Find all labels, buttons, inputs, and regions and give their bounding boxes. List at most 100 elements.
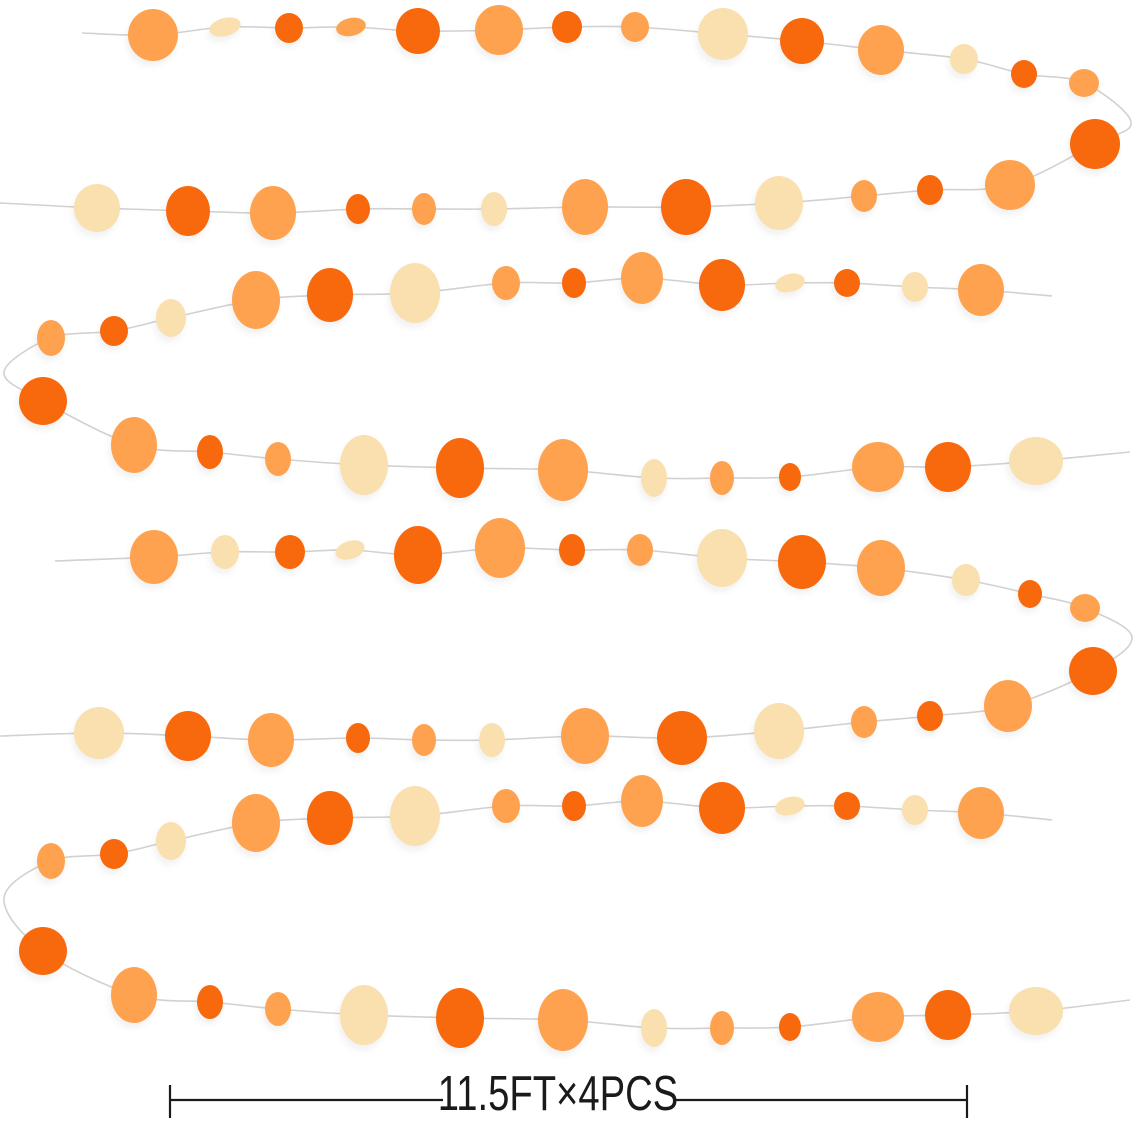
- garland-circle: [958, 264, 1004, 316]
- strand-1: [0, 5, 1132, 245]
- garland-circle: [562, 791, 586, 821]
- garland-circle: [1011, 60, 1037, 88]
- garland-circle: [755, 176, 803, 230]
- garland-circle: [851, 180, 877, 212]
- garland-circle: [834, 792, 860, 820]
- garland-circle: [858, 25, 904, 75]
- garland-circle: [559, 534, 585, 566]
- garland-circle: [209, 17, 241, 37]
- garland-circle: [475, 5, 523, 55]
- garland-circle: [130, 530, 178, 584]
- garland-circle: [754, 703, 804, 759]
- garland-circle: [390, 786, 440, 846]
- garland-circle: [621, 775, 663, 827]
- garland-circle: [952, 564, 980, 596]
- garland-circle: [37, 843, 65, 879]
- garland-circle: [538, 439, 588, 501]
- garland-circle: [100, 839, 128, 869]
- garland-circle: [390, 263, 440, 323]
- garland-circle: [697, 529, 747, 587]
- strand-2: [3, 252, 1131, 506]
- strand-4: [3, 775, 1131, 1056]
- garland-circle: [232, 794, 280, 852]
- garland-circle: [340, 985, 388, 1045]
- garland-circle: [699, 782, 745, 834]
- garland-circle: [156, 299, 186, 337]
- garland-circle: [621, 12, 649, 42]
- garland-circle: [925, 442, 971, 492]
- garland-circle: [917, 175, 943, 205]
- garland-circle: [197, 985, 223, 1019]
- garland-circle: [627, 534, 653, 566]
- garland-circle: [74, 184, 120, 232]
- garland-circle: [346, 194, 370, 224]
- garland-circle: [710, 461, 734, 495]
- garland-circle: [111, 417, 157, 473]
- dimension-line: [168, 1085, 969, 1118]
- garland-circle: [340, 435, 388, 495]
- garland-circle: [275, 535, 305, 569]
- garland-circle: [562, 179, 608, 235]
- garland-circle: [1069, 647, 1117, 695]
- garland-circle: [19, 927, 67, 975]
- garland-circle: [1070, 594, 1100, 622]
- garland-circle: [481, 192, 507, 226]
- garland-circle: [698, 8, 748, 60]
- garland-circle: [412, 724, 436, 756]
- garland-circle: [111, 967, 157, 1023]
- garland-circle: [37, 320, 65, 356]
- garland-circle: [902, 795, 928, 825]
- garland-circle: [780, 18, 824, 64]
- garland-circle: [475, 518, 525, 578]
- garland-circle: [562, 268, 586, 298]
- garland-circle: [232, 271, 280, 329]
- garland-circle: [250, 186, 296, 240]
- garland-circle: [657, 711, 707, 765]
- garland-circle: [779, 463, 801, 491]
- garland-circle: [336, 17, 366, 37]
- garland-circle: [1009, 987, 1063, 1035]
- garland-circle: [851, 706, 877, 738]
- garland-circle: [1009, 437, 1063, 485]
- garland-circle: [436, 438, 484, 498]
- dimension-label: 11.5FT×4PCS: [437, 1067, 679, 1121]
- garland-circle: [779, 1013, 801, 1041]
- garland-circle: [552, 11, 582, 43]
- garland-circle: [265, 442, 291, 476]
- garland-circle: [661, 179, 711, 235]
- garland-circle: [984, 680, 1032, 732]
- garland-circle: [857, 540, 905, 596]
- garland-circle: [1070, 119, 1120, 169]
- garland-circle: [775, 273, 805, 293]
- garland-circle: [917, 701, 943, 731]
- garland-circle: [248, 713, 294, 767]
- garland-circle: [985, 160, 1035, 210]
- garland-circle: [346, 723, 370, 753]
- garland-circle: [74, 707, 124, 759]
- garland-circle: [958, 787, 1004, 839]
- garland-circle: [1018, 580, 1042, 608]
- garland-circle: [641, 1009, 667, 1047]
- garland-circle: [492, 266, 520, 300]
- garland-circle: [699, 259, 745, 311]
- garland-circle: [621, 252, 663, 304]
- garland-circle: [775, 796, 805, 816]
- garland-circle: [710, 1011, 734, 1045]
- garland-circle: [412, 193, 436, 225]
- garland-circle: [335, 540, 365, 560]
- garland-circle: [925, 990, 971, 1040]
- garland-circle: [778, 535, 826, 589]
- garland-circle: [307, 791, 353, 845]
- garland-circle: [265, 992, 291, 1026]
- garland-circle: [834, 269, 860, 297]
- garland-circle: [197, 435, 223, 469]
- garland-circle: [211, 535, 239, 569]
- garland-circle: [275, 13, 303, 43]
- garland-circle: [165, 711, 211, 761]
- garland-circle: [1069, 69, 1099, 97]
- garland-circle: [156, 822, 186, 860]
- garland-circle: [307, 268, 353, 322]
- garland-circle: [166, 186, 210, 236]
